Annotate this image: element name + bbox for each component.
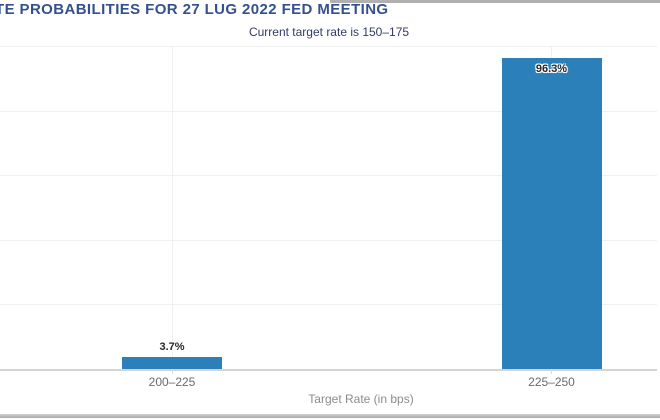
bar-200–225[interactable]: [122, 357, 222, 369]
horizontal-gridline: [0, 46, 657, 47]
horizontal-gridline: [0, 304, 657, 306]
bar-value-label: 96.3%: [535, 62, 568, 75]
horizontal-gridline: [0, 239, 657, 241]
x-axis-tick: [551, 369, 552, 374]
horizontal-gridline: [0, 110, 657, 112]
x-tick-label: 200–225: [148, 375, 196, 389]
chart-subtitle: Current target rate is 150–175: [248, 25, 410, 39]
x-tick-label: 225–250: [528, 375, 575, 389]
vertical-gridline: [171, 46, 173, 369]
window-top-edge: [330, 0, 660, 3]
bar-225–250[interactable]: [501, 57, 602, 369]
horizontal-gridline: [0, 175, 657, 177]
horizontal-scrollbar[interactable]: [0, 414, 660, 418]
x-axis-title: Target Rate (in bps): [308, 392, 414, 406]
x-axis-tick: [171, 369, 173, 374]
x-axis-line: [0, 369, 657, 371]
bar-value-label: 3.7%: [159, 341, 185, 354]
chart-title: TE PROBABILITIES FOR 27 LUG 2022 FED MEE…: [0, 1, 389, 18]
plot-area: 3.7% 200–225 96.3% 225–250: [0, 46, 657, 389]
